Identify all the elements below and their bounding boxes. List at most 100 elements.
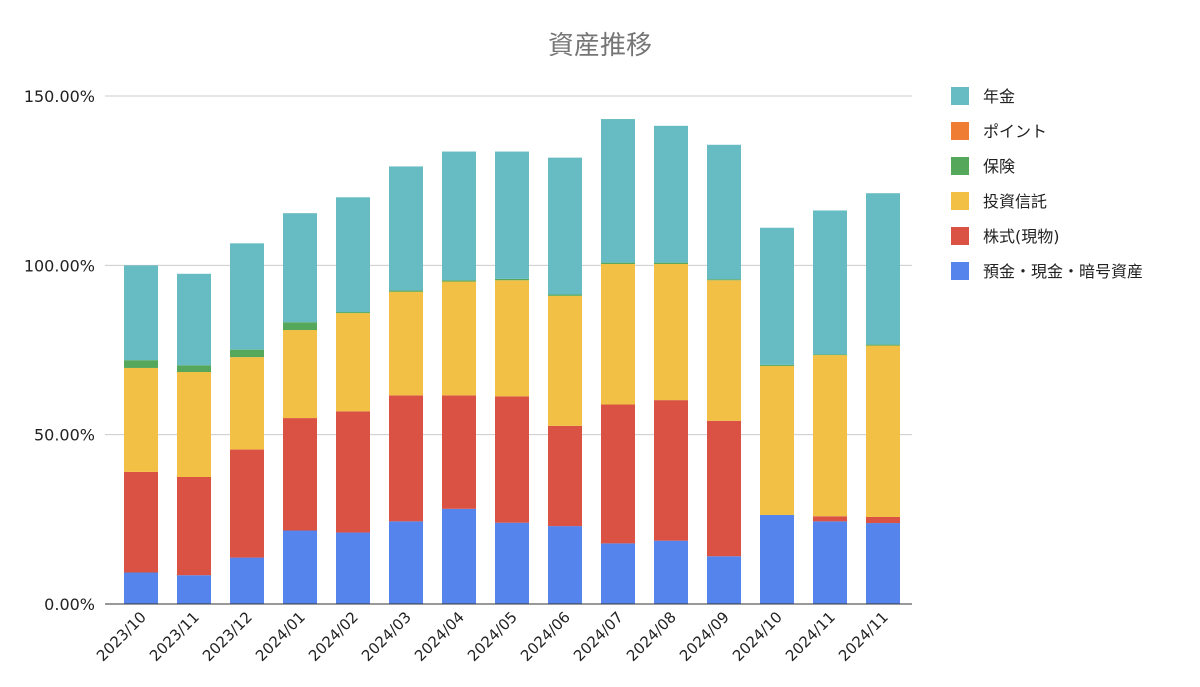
legend-item[interactable]: ポイント — [951, 122, 1047, 141]
bar-segment[interactable] — [548, 294, 582, 296]
bar-segment[interactable] — [336, 313, 370, 412]
bar-segment[interactable] — [442, 508, 476, 604]
bar-stack[interactable] — [760, 227, 794, 604]
bar-segment[interactable] — [707, 144, 741, 280]
bar-segment[interactable] — [336, 312, 370, 314]
bar-segment[interactable] — [230, 349, 264, 358]
bar-segment[interactable] — [866, 523, 900, 604]
bar-stack[interactable] — [601, 119, 635, 604]
bar-segment[interactable] — [654, 263, 688, 401]
bar-segment[interactable] — [336, 532, 370, 604]
bar-stack[interactable] — [389, 166, 423, 604]
y-tick-label: 0.00% — [44, 595, 95, 614]
bar-segment[interactable] — [177, 477, 211, 576]
bar-segment[interactable] — [601, 263, 635, 405]
bar-segment[interactable] — [124, 265, 158, 361]
bar-segment[interactable] — [495, 396, 529, 523]
x-tick-label: 2024/07 — [570, 608, 627, 665]
bar-segment[interactable] — [230, 357, 264, 450]
legend-item[interactable]: 年金 — [951, 87, 1015, 106]
bar-segment[interactable] — [124, 367, 158, 472]
bar-segment[interactable] — [495, 280, 529, 397]
bar-segment[interactable] — [601, 404, 635, 544]
x-tick-label: 2024/03 — [358, 608, 415, 665]
bar-segment[interactable] — [654, 400, 688, 541]
bar-segment[interactable] — [707, 420, 741, 557]
bar-segment[interactable] — [442, 151, 476, 281]
bar-segment[interactable] — [177, 273, 211, 366]
bar-segment[interactable] — [548, 425, 582, 527]
bar-stack[interactable] — [336, 197, 370, 604]
bar-segment[interactable] — [707, 556, 741, 604]
bar-segment[interactable] — [336, 411, 370, 533]
bar-segment[interactable] — [654, 540, 688, 604]
legend-item[interactable]: 保険 — [951, 157, 1015, 176]
bar-segment[interactable] — [760, 227, 794, 365]
bar-segment[interactable] — [760, 365, 794, 515]
bar-segment[interactable] — [283, 213, 317, 323]
bar-segment[interactable] — [866, 345, 900, 517]
legend-item[interactable]: 株式(現物) — [951, 227, 1060, 246]
bar-segment[interactable] — [283, 322, 317, 331]
bar-segment[interactable] — [389, 521, 423, 604]
legend-item[interactable]: 投資信託 — [951, 192, 1047, 211]
bar-segment[interactable] — [548, 526, 582, 604]
bar-segment[interactable] — [707, 279, 741, 281]
bar-segment[interactable] — [336, 197, 370, 313]
bar-segment[interactable] — [442, 280, 476, 282]
bar-segment[interactable] — [760, 364, 794, 366]
bar-segment[interactable] — [389, 395, 423, 522]
bar-segment[interactable] — [813, 355, 847, 517]
bar-segment[interactable] — [442, 395, 476, 509]
bar-stack[interactable] — [654, 125, 688, 604]
bar-segment[interactable] — [866, 344, 900, 346]
bar-segment[interactable] — [442, 281, 476, 396]
bar-segment[interactable] — [389, 291, 423, 396]
bar-stack[interactable] — [866, 193, 900, 604]
bar-segment[interactable] — [866, 193, 900, 345]
bar-segment[interactable] — [813, 521, 847, 604]
bar-segment[interactable] — [548, 295, 582, 426]
bar-segment[interactable] — [495, 522, 529, 604]
bar-segment[interactable] — [389, 290, 423, 292]
bar-segment[interactable] — [654, 125, 688, 263]
bar-segment[interactable] — [124, 471, 158, 573]
bar-stack[interactable] — [495, 151, 529, 604]
y-tick-label: 100.00% — [24, 256, 95, 275]
bar-segment[interactable] — [813, 354, 847, 356]
bar-stack[interactable] — [707, 144, 741, 604]
bar-stack[interactable] — [283, 213, 317, 604]
bar-segment[interactable] — [866, 516, 900, 524]
bar-segment[interactable] — [601, 262, 635, 264]
bar-segment[interactable] — [283, 530, 317, 604]
legend-item[interactable]: 預金・現金・暗号資産 — [951, 262, 1143, 281]
bar-segment[interactable] — [495, 151, 529, 279]
bar-segment[interactable] — [389, 166, 423, 291]
bar-segment[interactable] — [760, 514, 794, 604]
bar-segment[interactable] — [707, 280, 741, 421]
bar-segment[interactable] — [495, 278, 529, 281]
bar-stack[interactable] — [124, 265, 158, 604]
bar-stack[interactable] — [813, 210, 847, 604]
bar-segment[interactable] — [601, 119, 635, 263]
bar-segment[interactable] — [601, 543, 635, 604]
bar-stack[interactable] — [442, 151, 476, 604]
bar-segment[interactable] — [283, 330, 317, 419]
bar-segment[interactable] — [177, 365, 211, 373]
bar-segment[interactable] — [654, 262, 688, 264]
bar-segment[interactable] — [230, 449, 264, 558]
bar-segment[interactable] — [813, 210, 847, 355]
bar-segment[interactable] — [230, 557, 264, 604]
bar-stack[interactable] — [230, 243, 264, 604]
bar-segment[interactable] — [124, 360, 158, 368]
bar-segment[interactable] — [230, 243, 264, 350]
bar-segment[interactable] — [548, 157, 582, 295]
bar-stack[interactable] — [548, 157, 582, 604]
bar-segment[interactable] — [177, 575, 211, 604]
bar-segment[interactable] — [813, 516, 847, 522]
bar-stack[interactable] — [177, 273, 211, 604]
bar-segment[interactable] — [283, 418, 317, 531]
bar-segment[interactable] — [177, 372, 211, 477]
bar-segment[interactable] — [124, 572, 158, 604]
